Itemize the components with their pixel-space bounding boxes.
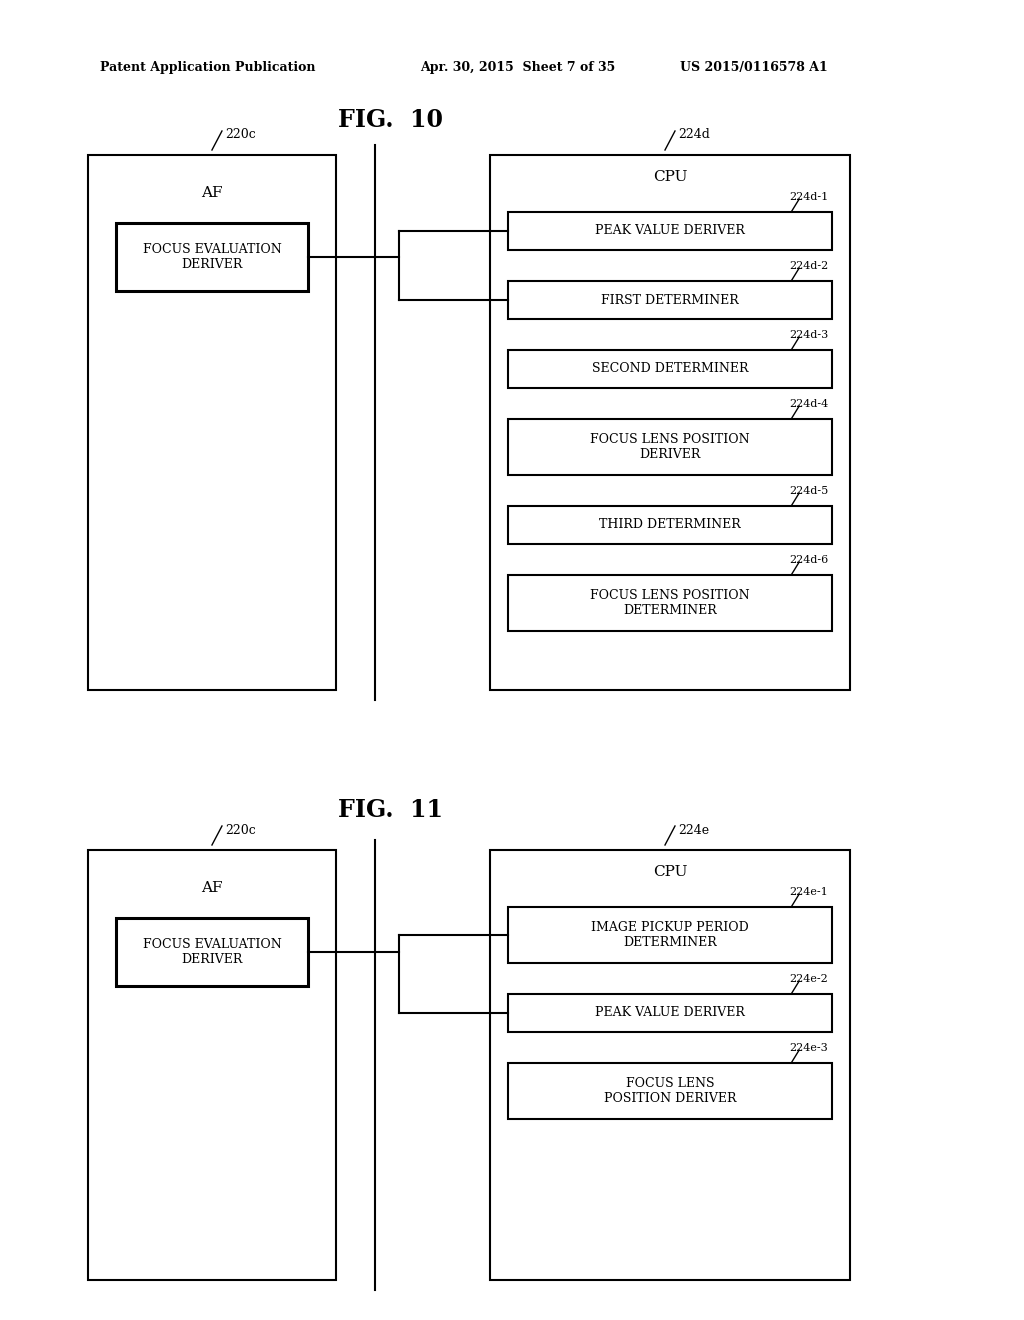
Text: 224d-4: 224d-4 [788, 399, 828, 409]
Text: FOCUS LENS
POSITION DERIVER: FOCUS LENS POSITION DERIVER [604, 1077, 736, 1105]
Text: 224e-1: 224e-1 [790, 887, 828, 898]
Text: 224d-3: 224d-3 [788, 330, 828, 341]
Bar [490, 154, 850, 690]
Bar [508, 994, 831, 1032]
Bar [490, 850, 850, 1280]
Text: FOCUS LENS POSITION
DERIVER: FOCUS LENS POSITION DERIVER [590, 433, 750, 461]
Text: FOCUS LENS POSITION
DETERMINER: FOCUS LENS POSITION DETERMINER [590, 589, 750, 616]
Text: AF: AF [202, 186, 223, 201]
Text: Apr. 30, 2015  Sheet 7 of 35: Apr. 30, 2015 Sheet 7 of 35 [420, 62, 615, 74]
Bar [508, 281, 831, 319]
Bar [508, 1063, 831, 1119]
Text: 224d-2: 224d-2 [788, 261, 828, 271]
Text: 220c: 220c [225, 128, 256, 141]
Text: 224d: 224d [678, 128, 710, 141]
Text: 224d-6: 224d-6 [788, 554, 828, 565]
Text: 220c: 220c [225, 824, 256, 837]
Text: PEAK VALUE DERIVER: PEAK VALUE DERIVER [595, 1006, 744, 1019]
Text: FOCUS EVALUATION
DERIVER: FOCUS EVALUATION DERIVER [142, 939, 282, 966]
Text: SECOND DETERMINER: SECOND DETERMINER [592, 363, 749, 375]
Bar [88, 154, 336, 690]
Bar [116, 223, 308, 290]
Bar [508, 350, 831, 388]
Text: IMAGE PICKUP PERIOD
DETERMINER: IMAGE PICKUP PERIOD DETERMINER [591, 921, 749, 949]
Bar [508, 576, 831, 631]
Text: FOCUS EVALUATION
DERIVER: FOCUS EVALUATION DERIVER [142, 243, 282, 271]
Text: CPU: CPU [652, 865, 687, 879]
Bar [508, 907, 831, 964]
Bar [88, 850, 336, 1280]
Text: 224e: 224e [678, 824, 710, 837]
Text: 224d-1: 224d-1 [788, 191, 828, 202]
Text: FIG.  11: FIG. 11 [338, 799, 442, 822]
Text: 224e-3: 224e-3 [790, 1043, 828, 1053]
Text: FIRST DETERMINER: FIRST DETERMINER [601, 293, 739, 306]
Text: Patent Application Publication: Patent Application Publication [100, 62, 315, 74]
Bar [508, 506, 831, 544]
Text: US 2015/0116578 A1: US 2015/0116578 A1 [680, 62, 827, 74]
Text: 224d-5: 224d-5 [788, 486, 828, 496]
Bar [508, 213, 831, 249]
Text: FIG.  10: FIG. 10 [338, 108, 442, 132]
Text: THIRD DETERMINER: THIRD DETERMINER [599, 519, 741, 532]
Bar [116, 917, 308, 986]
Bar [508, 418, 831, 475]
Text: CPU: CPU [652, 170, 687, 183]
Text: 224e-2: 224e-2 [790, 974, 828, 983]
Text: PEAK VALUE DERIVER: PEAK VALUE DERIVER [595, 224, 744, 238]
Text: AF: AF [202, 880, 223, 895]
